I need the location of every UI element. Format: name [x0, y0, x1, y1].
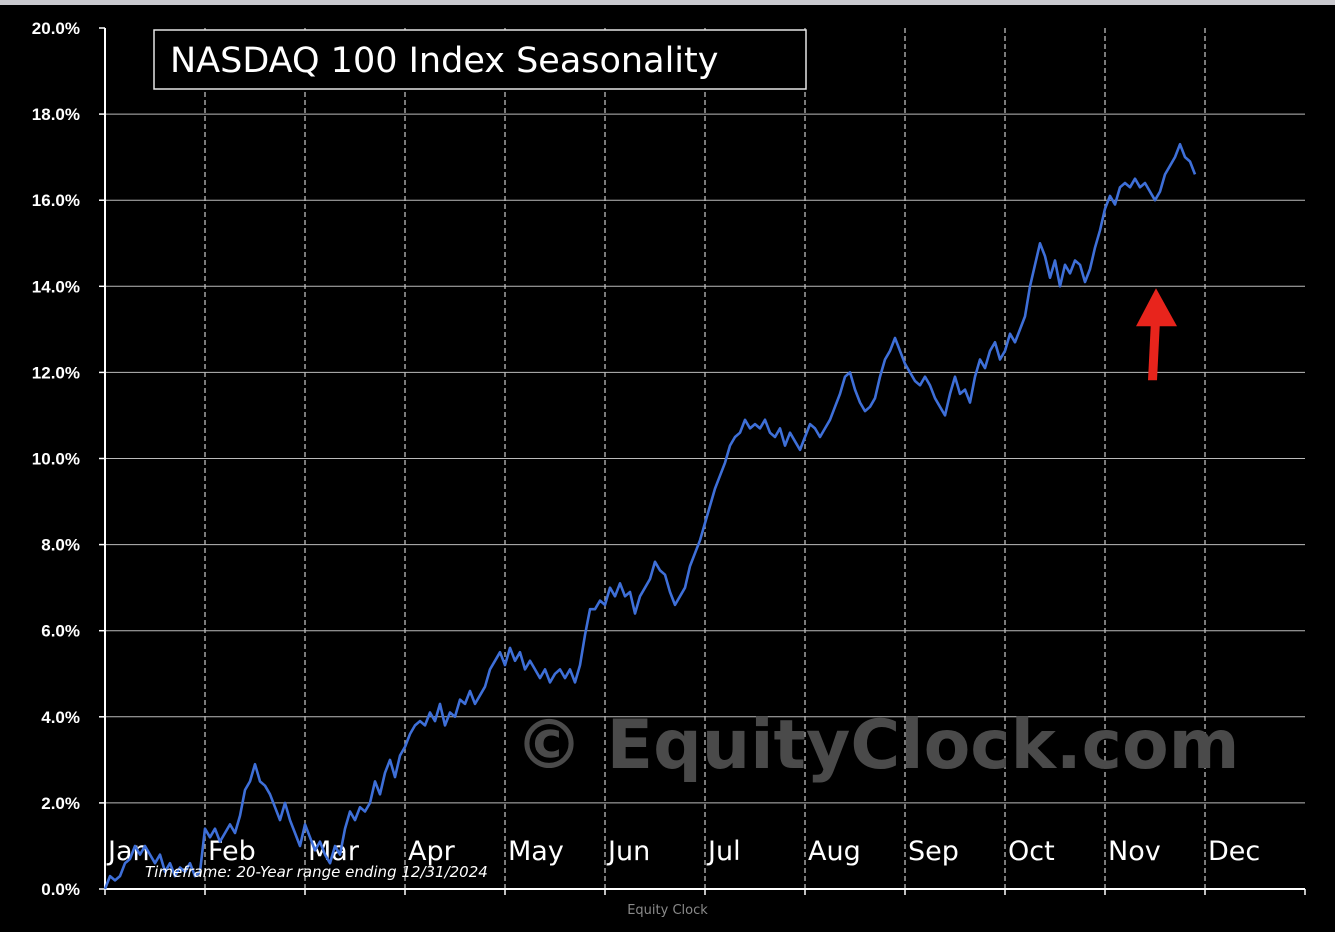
y-tick-label: 4.0% [41, 708, 80, 727]
y-tick-label: 18.0% [32, 105, 80, 124]
y-tick-label: 0.0% [41, 880, 80, 899]
top-border [0, 0, 1335, 5]
watermark: © EquityClock.com [515, 706, 1240, 785]
month-label: Jun [606, 836, 650, 867]
axes [104, 28, 1306, 895]
y-tick-label: 16.0% [32, 191, 80, 210]
chart-svg: © EquityClock.com 0.0% 2.0% 4.0% 6.0% 8.0% 10… [32, 19, 1306, 899]
month-label: May [508, 836, 564, 867]
month-label: Jul [706, 836, 741, 867]
y-tick-label: 6.0% [41, 622, 80, 641]
y-tick-labels: 0.0% 2.0% 4.0% 6.0% 8.0% 10.0% 12.0% 14.0% 16.0%… [32, 19, 80, 899]
timeframe-note: Timeframe: 20-Year range ending 12/31/20… [145, 863, 488, 881]
y-tick-label: 2.0% [41, 794, 80, 813]
y-tick-label: 14.0% [32, 277, 80, 296]
seasonality-line [103, 142, 1197, 890]
month-label: Sep [908, 836, 959, 867]
arrow-head [1136, 288, 1177, 327]
month-label: Apr [408, 836, 456, 867]
month-label: Dec [1208, 836, 1260, 867]
red-arrow-annotation [1136, 288, 1177, 381]
y-tick-label: 8.0% [41, 536, 80, 555]
arrow-shaft [1148, 320, 1160, 381]
month-label: Aug [808, 836, 861, 867]
y-tick-label: 10.0% [32, 450, 80, 469]
image-caption: Equity Clock [627, 903, 708, 918]
month-label: Feb [208, 836, 256, 867]
month-label: Oct [1008, 836, 1055, 867]
chart-title: NASDAQ 100 Index Seasonality [170, 41, 718, 81]
y-tick-label: 12.0% [32, 363, 80, 382]
y-tick-label: 20.0% [32, 19, 80, 38]
title-box [153, 29, 807, 90]
month-label: Nov [1108, 836, 1161, 867]
